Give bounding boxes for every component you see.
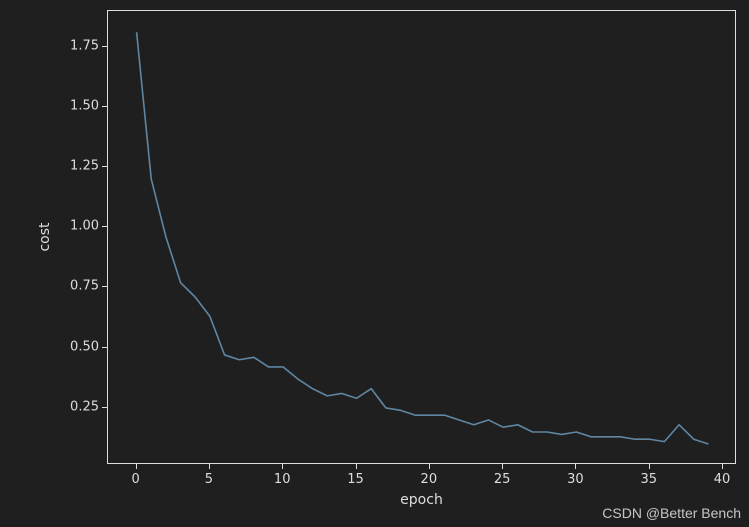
y-tick-label: 1.75 [65, 39, 99, 52]
y-tick-label: 0.50 [65, 340, 99, 353]
x-tick-label: 35 [640, 473, 657, 486]
figure: 0 5 10 15 20 25 30 35 40 0.25 0.50 0.75 1.00 1.25 1.5… [0, 0, 749, 527]
x-tick-mark [575, 464, 576, 469]
y-axis-label: cost [37, 222, 53, 251]
x-tick-label: 5 [205, 473, 213, 486]
x-tick-mark [722, 464, 723, 469]
y-tick-mark [102, 286, 107, 287]
y-tick-label: 0.25 [65, 400, 99, 413]
x-tick-label: 30 [567, 473, 584, 486]
x-tick-mark [136, 464, 137, 469]
y-tick-mark [102, 166, 107, 167]
x-tick-mark [502, 464, 503, 469]
plot-area [107, 10, 736, 464]
x-tick-label: 20 [421, 473, 438, 486]
x-tick-label: 10 [274, 473, 291, 486]
x-tick-label: 40 [714, 473, 731, 486]
x-tick-label: 15 [347, 473, 364, 486]
watermark-text: CSDN @Better Bench [602, 505, 741, 521]
x-tick-label: 0 [131, 473, 139, 486]
y-tick-label: 1.50 [65, 99, 99, 112]
x-tick-mark [282, 464, 283, 469]
x-tick-mark [429, 464, 430, 469]
x-tick-mark [649, 464, 650, 469]
y-tick-label: 0.75 [65, 280, 99, 293]
y-tick-label: 1.00 [65, 220, 99, 233]
x-tick-label: 25 [494, 473, 511, 486]
x-tick-mark [356, 464, 357, 469]
y-tick-mark [102, 347, 107, 348]
y-tick-label: 1.25 [65, 160, 99, 173]
y-tick-mark [102, 46, 107, 47]
y-tick-mark [102, 106, 107, 107]
line-series-cost [108, 11, 737, 465]
y-tick-mark [102, 407, 107, 408]
y-tick-mark [102, 226, 107, 227]
x-tick-mark [209, 464, 210, 469]
x-axis-label: epoch [400, 492, 443, 508]
